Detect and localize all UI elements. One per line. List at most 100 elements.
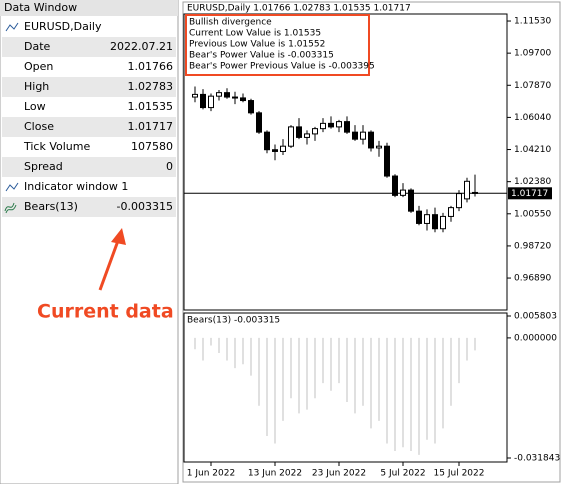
candle-body: [416, 210, 422, 224]
candle-body: [256, 112, 262, 133]
row-label: Spread: [24, 160, 63, 173]
candle-body: [200, 93, 206, 109]
x-tick-label: 1 Jun 2022: [187, 469, 235, 479]
row-bg: [2, 97, 176, 117]
candle-body: [384, 145, 390, 177]
candle-body: [248, 100, 254, 114]
row-value: 1.01717: [128, 120, 174, 133]
row-value: 1.02783: [128, 80, 174, 93]
current-price-label: 1.01717: [511, 189, 548, 199]
indicator-title: Bears(13) -0.003315: [187, 316, 280, 326]
candle-body: [296, 126, 302, 138]
row-value: 1.01535: [128, 100, 174, 113]
candle-body: [336, 121, 342, 128]
data-window-header: [0, 0, 178, 16]
annotation-line: Previous Low Value is 1.01552: [189, 40, 325, 50]
candle-body: [328, 122, 334, 128]
y-tick-label: 1.06040: [514, 113, 551, 123]
candle-body: [400, 189, 406, 196]
indicator-plot-frame: [183, 312, 508, 463]
row-label: High: [24, 80, 49, 93]
annotation-line: Bear's Power Previous Value is -0.003395: [189, 62, 375, 72]
indicator-value: -0.003315: [117, 200, 173, 213]
candle-body: [376, 145, 382, 149]
candle-body: [224, 92, 230, 98]
candle-body: [208, 95, 214, 109]
candle-body: [408, 189, 414, 212]
symbol-name[interactable]: EURUSD,Daily: [24, 20, 102, 33]
x-tick-label: 23 Jun 2022: [312, 469, 366, 479]
y-tick-label: 0.000000: [514, 333, 557, 343]
annotation-text: Current data: [37, 301, 174, 323]
current-price-tag: [508, 187, 552, 200]
chart-window: [182, 1, 561, 483]
row-label: Low: [24, 100, 46, 113]
row-bg: [2, 157, 176, 177]
y-tick-label: 1.04210: [514, 145, 551, 155]
candle-body: [264, 131, 270, 151]
candle-body: [448, 207, 454, 217]
indicator-icon: [5, 182, 19, 192]
candle-body: [392, 175, 398, 196]
row-label: Open: [24, 60, 53, 73]
row-label: Tick Volume: [23, 140, 90, 153]
row-value: 0: [166, 160, 173, 173]
y-tick-label: -0.031843: [514, 454, 560, 464]
x-tick-label: 5 Jul 2022: [380, 469, 425, 479]
row-value: 107580: [131, 140, 173, 153]
candle-body: [288, 126, 294, 147]
y-tick-label: 1.02380: [514, 177, 551, 187]
candle-body: [320, 122, 326, 130]
annotation-arrowhead: [111, 228, 126, 245]
candle-body: [352, 131, 358, 140]
bears-icon: [4, 202, 17, 214]
candle-body: [472, 191, 478, 194]
x-tick-label: 13 Jun 2022: [248, 469, 302, 479]
y-tick-label: 1.00550: [514, 209, 551, 219]
annotation-arrow: [98, 237, 121, 291]
symbol-icon: [5, 22, 19, 32]
x-tick-label: 15 Jul 2022: [434, 469, 485, 479]
row-value: 1.01766: [128, 60, 174, 73]
indicator-row-bg: [2, 197, 176, 217]
annotation-line: Bear's Power Value is -0.003315: [189, 51, 334, 61]
chart-title: EURUSD,Daily 1.01766 1.02783 1.01535 1.0…: [187, 4, 411, 14]
row-bg: [2, 57, 176, 77]
y-tick-label: 0.005803: [514, 312, 557, 322]
candle-body: [240, 97, 246, 102]
y-tick-label: 0.96890: [514, 274, 551, 284]
row-label: Date: [24, 40, 51, 53]
annotation-line: Current Low Value is 1.01535: [189, 29, 321, 39]
candle-body: [216, 92, 222, 97]
candle-body: [456, 193, 462, 209]
y-tick-label: 0.98720: [514, 241, 551, 251]
candle-body: [312, 128, 318, 135]
candle-body: [368, 131, 374, 149]
divergence-box: [185, 14, 370, 76]
row-bg: [2, 137, 176, 157]
data-window-title: Data Window: [4, 1, 77, 14]
row-bg: [2, 77, 176, 97]
candle-body: [280, 145, 286, 152]
data-window-rows: Date 2022.07.21 Open 1.01766 High 1.02783 Low 1…: [2, 37, 176, 177]
candle-body: [344, 121, 350, 133]
candle-body: [192, 93, 198, 98]
y-tick-label: 1.07870: [514, 81, 551, 91]
y-tick-label: 1.11530: [514, 17, 551, 27]
candle-body: [432, 214, 438, 230]
indicator-name: Bears(13): [24, 200, 78, 213]
row-value: 2022.07.21: [110, 40, 173, 53]
candle-body: [360, 131, 366, 140]
candle-body: [440, 215, 446, 230]
candle-body: [304, 133, 310, 138]
candle-body: [424, 214, 430, 224]
row-bg: [2, 37, 176, 57]
indicator-window-title[interactable]: Indicator window 1: [24, 180, 128, 193]
candle-body: [272, 149, 278, 152]
candle-body: [464, 180, 470, 200]
y-tick-label: 1.09700: [514, 49, 551, 59]
candle-body: [232, 96, 238, 99]
row-label: Close: [24, 120, 54, 133]
annotation-line: Bullish divergence: [189, 18, 272, 28]
